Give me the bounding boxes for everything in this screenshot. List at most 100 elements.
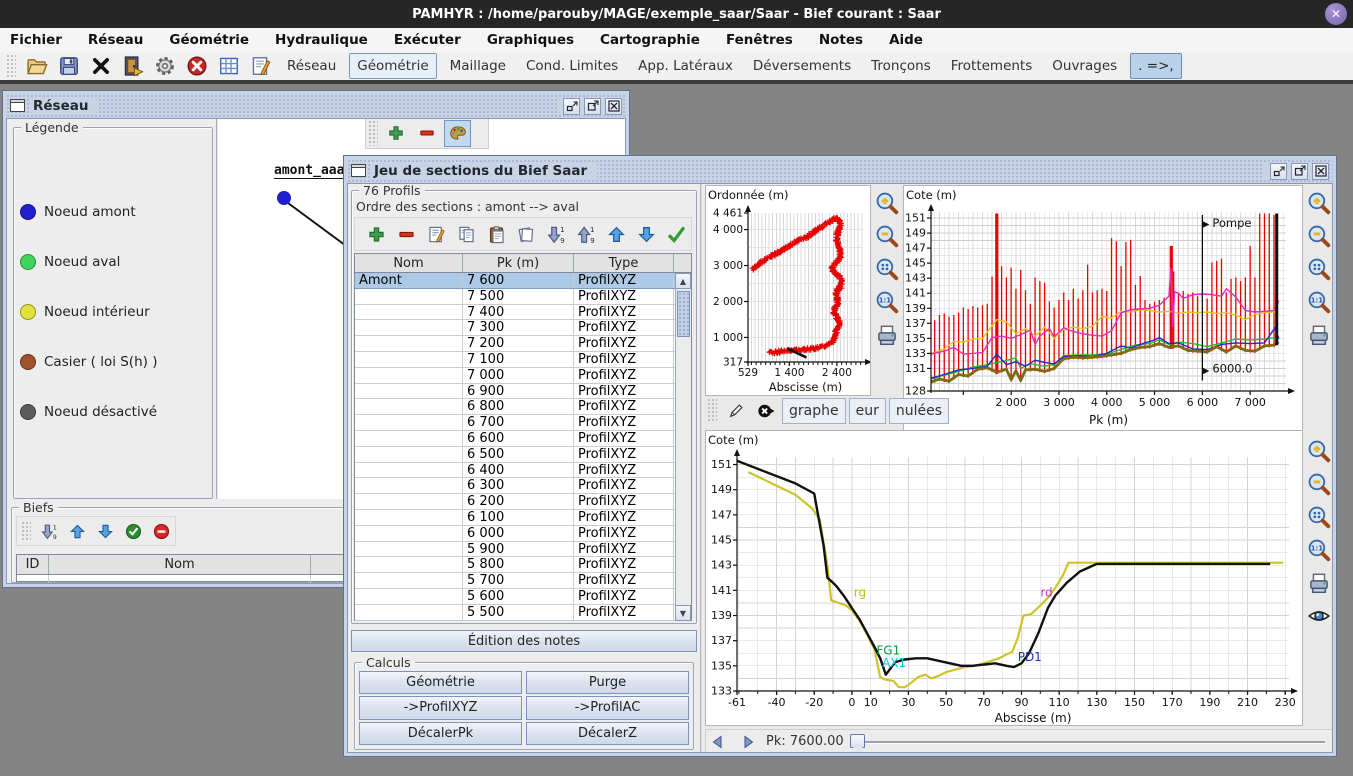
plus-icon[interactable]: [362, 221, 390, 248]
toolbar-arrow-button[interactable]: . =>,: [1130, 53, 1182, 79]
calc-button-g-om-trie[interactable]: Géométrie: [359, 671, 522, 695]
check-circle-icon[interactable]: [121, 519, 145, 543]
legend-divider[interactable]: [216, 119, 217, 499]
toolbar-button-frottements[interactable]: Frottements: [950, 58, 1033, 74]
print-icon[interactable]: [874, 322, 900, 348]
print-icon[interactable]: [1306, 322, 1332, 348]
table-row[interactable]: 5 700 ProfilXYZ: [355, 573, 691, 589]
table-row[interactable]: 7 500 ProfilXYZ: [355, 288, 691, 305]
tabbar-grip[interactable]: [707, 398, 717, 422]
zoom-1-1-icon[interactable]: 1:1: [1306, 289, 1332, 315]
menu-géométrie[interactable]: Géométrie: [169, 32, 250, 48]
toolbar-button-app-lat-raux[interactable]: App. Latéraux: [638, 58, 733, 74]
sections-window-titlebar[interactable]: Jeu de sections du Bief Saar: [347, 159, 1333, 183]
close-x-icon[interactable]: [88, 53, 114, 79]
toolbar-grip[interactable]: [6, 54, 16, 78]
door-exit-icon[interactable]: [120, 53, 146, 79]
canvas-toolbar-grip[interactable]: [368, 120, 378, 146]
minus-circle-icon[interactable]: [149, 519, 173, 543]
toolbar-button-ouvrages[interactable]: Ouvrages: [1052, 58, 1118, 74]
toolbar-button-r-seau[interactable]: Réseau: [287, 58, 337, 74]
table-row[interactable]: 5 600 ProfilXYZ: [355, 588, 691, 605]
pencil-icon[interactable]: [722, 398, 749, 425]
zoom-in-icon[interactable]: [874, 190, 900, 216]
arrow-down-icon[interactable]: [93, 519, 117, 543]
minus-icon[interactable]: [392, 221, 420, 248]
table-row[interactable]: 6 400 ProfilXYZ: [355, 462, 691, 479]
check-icon[interactable]: [662, 221, 690, 248]
reseau-window-titlebar[interactable]: Réseau: [6, 94, 626, 118]
profils-table[interactable]: Nom Pk (m) Type Amont 7 600 ProfilXYZ 7 500 Pr…: [354, 253, 692, 621]
profils-col-pk[interactable]: Pk (m): [463, 254, 574, 272]
table-row[interactable]: 6 500 ProfilXYZ: [355, 446, 691, 463]
sheets-icon[interactable]: [512, 221, 540, 248]
menu-fenêtres[interactable]: Fenêtres: [725, 32, 793, 48]
minimize-icon[interactable]: [563, 97, 580, 115]
copy-icon[interactable]: [452, 221, 480, 248]
zoom-out-icon[interactable]: [1306, 223, 1332, 249]
calc-button--profilxyz[interactable]: ->ProfilXYZ: [359, 696, 522, 720]
amont-node[interactable]: [277, 191, 291, 205]
arrow-up-icon[interactable]: [602, 221, 630, 248]
palette-icon[interactable]: [444, 119, 471, 147]
table-row[interactable]: 7 300 ProfilXYZ: [355, 320, 691, 337]
zoom-in-icon[interactable]: [1306, 190, 1332, 216]
zoom-1-1-icon[interactable]: 1:1: [874, 289, 900, 315]
toolbar-button-d-versements[interactable]: Déversements: [752, 58, 852, 74]
maximize-icon[interactable]: [584, 97, 601, 115]
x-badge-icon[interactable]: [752, 398, 779, 425]
minus-icon[interactable]: [413, 120, 440, 147]
zoom-fit-icon[interactable]: [1306, 256, 1332, 282]
arrow-up-icon[interactable]: [65, 519, 89, 543]
calc-button--profilac[interactable]: ->ProfilAC: [526, 696, 689, 720]
minimize-icon[interactable]: [1270, 162, 1287, 180]
biefs-col-id[interactable]: ID: [17, 555, 49, 574]
table-row[interactable]: 7 000 ProfilXYZ: [355, 367, 691, 384]
note-edit-icon[interactable]: [248, 53, 274, 79]
node-label[interactable]: amont_aaa: [274, 163, 345, 179]
toolbar-button-g-om-trie[interactable]: Géométrie: [349, 53, 437, 79]
grid-icon[interactable]: [216, 53, 242, 79]
save-icon[interactable]: [56, 53, 82, 79]
table-row[interactable]: 5 900 ProfilXYZ: [355, 541, 691, 558]
menu-fichier[interactable]: Fichier: [10, 32, 62, 48]
scrollbar-thumb[interactable]: [677, 291, 690, 337]
calc-button-d-calerz[interactable]: DécalerZ: [526, 721, 689, 745]
zoom-out-icon[interactable]: [1306, 471, 1332, 497]
table-row[interactable]: 6 800 ProfilXYZ: [355, 399, 691, 416]
pk-slider-thumb[interactable]: [849, 733, 865, 752]
notes-button[interactable]: Édition des notes: [351, 630, 697, 652]
table-row[interactable]: 6 300 ProfilXYZ: [355, 478, 691, 495]
pk-slider-track[interactable]: [849, 733, 1325, 752]
menu-cartographie[interactable]: Cartographie: [600, 32, 700, 48]
calc-button-purge[interactable]: Purge: [526, 671, 689, 695]
toolbar-button-maillage[interactable]: Maillage: [449, 58, 506, 74]
previous-section-icon[interactable]: [706, 732, 730, 752]
menu-notes[interactable]: Notes: [818, 32, 864, 48]
biefs-col-nom[interactable]: Nom: [49, 555, 311, 574]
scroll-down-icon[interactable]: ▼: [675, 605, 691, 621]
calc-button-d-calerpk[interactable]: DécalerPk: [359, 721, 522, 745]
zoom-1-1-icon[interactable]: 1:1: [1306, 537, 1332, 563]
table-row[interactable]: 6 200 ProfilXYZ: [355, 494, 691, 510]
table-row[interactable]: 5 500 ProfilXYZ: [355, 604, 691, 621]
zoom-fit-icon[interactable]: [1306, 504, 1332, 530]
zoom-in-icon[interactable]: [1306, 438, 1332, 464]
pane-splitter[interactable]: [700, 184, 702, 752]
table-row[interactable]: 7 100 ProfilXYZ: [355, 351, 691, 368]
folder-open-icon[interactable]: [24, 53, 50, 79]
app-close-button[interactable]: ✕: [1325, 3, 1347, 25]
biefs-toolbar-grip[interactable]: [21, 521, 31, 541]
print-icon[interactable]: [1306, 570, 1332, 596]
maximize-icon[interactable]: [1291, 162, 1308, 180]
chart-tab-graphe[interactable]: graphe: [782, 398, 846, 424]
table-row[interactable]: 6 000 ProfilXYZ: [355, 525, 691, 542]
toolbar-button-tron-ons[interactable]: Tronçons: [871, 58, 931, 74]
table-row[interactable]: 7 400 ProfilXYZ: [355, 304, 691, 321]
table-row[interactable]: 7 200 ProfilXYZ: [355, 336, 691, 352]
zoom-fit-icon[interactable]: [874, 256, 900, 282]
menu-réseau[interactable]: Réseau: [87, 32, 144, 48]
